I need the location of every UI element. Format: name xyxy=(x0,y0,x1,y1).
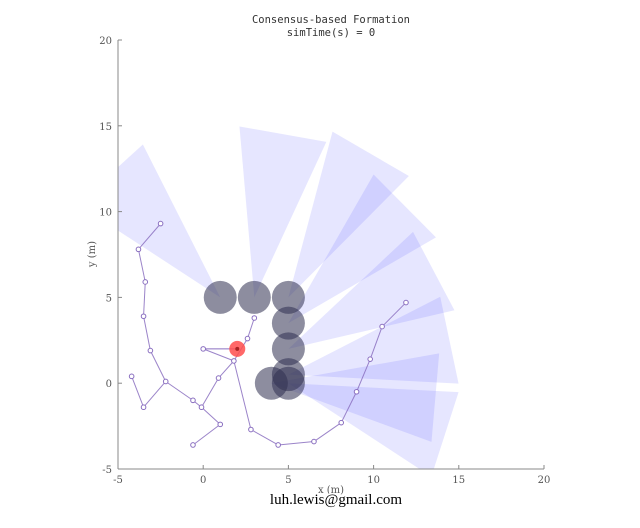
graph-node xyxy=(215,375,222,381)
agent-disc xyxy=(271,280,305,314)
agent-disc xyxy=(203,280,237,314)
graph-edge xyxy=(356,358,371,392)
sensor-cone xyxy=(271,353,440,442)
graph-nodes xyxy=(128,220,409,448)
formation-agents xyxy=(203,280,305,400)
graph-edge xyxy=(143,381,167,408)
agent-disc xyxy=(237,280,271,314)
x-tick-label: 20 xyxy=(538,475,551,486)
leader-center xyxy=(235,346,240,351)
graph-node xyxy=(217,421,224,428)
graph-node xyxy=(379,323,385,330)
agent-disc xyxy=(271,366,305,400)
y-axis-label: y (m) xyxy=(87,241,98,268)
graph-edge xyxy=(143,281,146,317)
agent-disc xyxy=(271,306,305,340)
x-tick-label: -5 xyxy=(113,475,123,486)
graph-node xyxy=(140,313,147,320)
graph-edge xyxy=(340,391,358,423)
graph-node xyxy=(231,358,237,364)
graph-edge xyxy=(165,381,194,401)
x-tick-labels: -5 0 5 10 15 20 xyxy=(113,475,550,486)
graph-node xyxy=(248,426,254,433)
chart-title: Consensus-based Formation xyxy=(252,14,410,26)
graph-edge xyxy=(233,360,252,430)
x-tick-label: 0 xyxy=(200,475,206,486)
x-tick-label: 5 xyxy=(285,475,291,486)
graph-edge xyxy=(131,376,145,408)
y-tick-labels: -5 0 5 10 15 20 xyxy=(99,36,112,476)
sensor-cone xyxy=(118,144,221,298)
graph-edge xyxy=(218,360,235,379)
graph-node xyxy=(367,356,373,362)
x-tick-label: 10 xyxy=(367,475,380,486)
graph-edge xyxy=(201,377,219,408)
graph-node xyxy=(142,279,149,285)
sensor-cone xyxy=(288,231,455,349)
graph-edge xyxy=(203,348,235,362)
graph-edge xyxy=(143,316,151,351)
x-tick-label: 15 xyxy=(452,475,465,486)
y-tick-label: 10 xyxy=(99,208,112,219)
graph-edge xyxy=(278,441,315,446)
chart-subtitle: simTime(s) = 0 xyxy=(287,27,376,39)
y-tick-label: 0 xyxy=(106,379,112,390)
graph-node xyxy=(251,315,258,321)
graph-node xyxy=(157,220,164,227)
graph-edge xyxy=(149,350,167,382)
sensor-cone xyxy=(288,131,409,298)
graph-node xyxy=(200,346,206,352)
graph-node xyxy=(190,397,196,404)
graph-edge xyxy=(192,423,221,446)
graph-edge xyxy=(313,422,342,442)
graph-node xyxy=(403,299,409,306)
graph-node xyxy=(147,347,154,354)
graph-edge xyxy=(247,317,255,339)
graph-node xyxy=(311,438,317,445)
graph-edge xyxy=(369,326,383,360)
graph-edge xyxy=(138,223,161,250)
graph-edge xyxy=(201,406,221,425)
sensor-cone xyxy=(288,296,459,384)
agent-disc xyxy=(271,332,305,366)
graph-node xyxy=(353,388,360,395)
graph-node xyxy=(128,373,135,380)
watermark: luh.lewis@gmail.com xyxy=(270,492,402,508)
graph-node xyxy=(275,442,281,448)
sensor-cone xyxy=(288,174,436,324)
graph-node xyxy=(198,404,205,411)
graph-node xyxy=(190,442,196,448)
sensor-cones xyxy=(118,126,459,469)
x-axis-label: x (m) xyxy=(318,485,344,496)
graph-edge xyxy=(250,429,279,446)
graph-edges xyxy=(131,223,407,446)
y-tick-label: 5 xyxy=(106,293,112,304)
leader-agent xyxy=(229,340,246,357)
sensor-cone xyxy=(288,383,459,469)
sensor-cone xyxy=(239,126,327,298)
graph-node xyxy=(140,404,147,411)
graph-node xyxy=(162,378,169,385)
y-tick-label: 20 xyxy=(99,36,112,47)
graph-edge xyxy=(381,302,407,327)
graph-edge xyxy=(137,249,146,283)
graph-node xyxy=(338,419,345,426)
axes xyxy=(117,39,545,470)
y-tick-label: 15 xyxy=(99,122,112,133)
y-tick-label: -5 xyxy=(102,465,112,476)
graph-node xyxy=(135,246,142,253)
graph-node xyxy=(244,335,251,342)
